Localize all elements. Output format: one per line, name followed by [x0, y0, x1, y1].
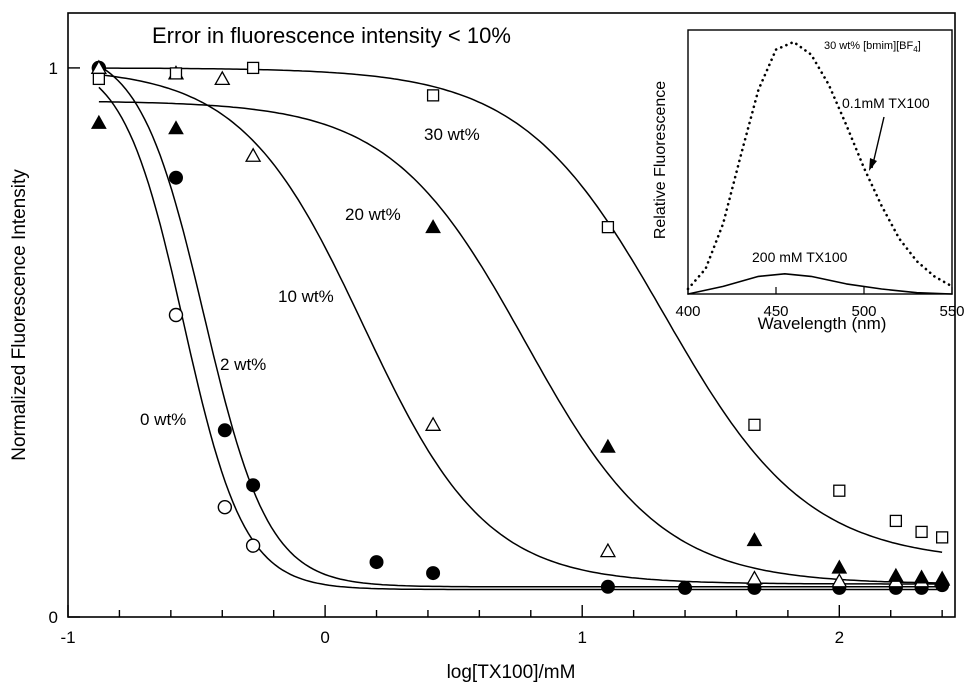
- y-tick-label: 0: [49, 608, 58, 627]
- y-axis-label: Normalized Fluorescence Intensity: [9, 169, 30, 461]
- data-point: [168, 120, 184, 135]
- data-point: [601, 220, 615, 234]
- series-label-30wt: 30 wt%: [424, 125, 480, 144]
- data-point: [746, 570, 763, 585]
- data-point: [833, 484, 846, 497]
- data-point: [245, 538, 261, 553]
- fit-curve: [98, 67, 943, 553]
- inset-x-tick-label: 450: [763, 303, 788, 320]
- inset-annotation-arrowhead: [869, 158, 877, 171]
- data-point: [934, 570, 950, 585]
- inset-curve-200mM: [687, 273, 953, 295]
- inset-curves: [686, 40, 954, 295]
- inset-label-0-1mM: 0.1mM TX100: [842, 95, 930, 111]
- data-point: [424, 416, 442, 431]
- inset-y-axis-label: Relative Fluorescence: [652, 81, 669, 239]
- data-point: [90, 114, 107, 129]
- data-point: [831, 572, 848, 588]
- inset-title-main: 30 wt% [bmim][BF: [824, 40, 914, 52]
- x-axis-label: log[TX100]/mM: [447, 662, 576, 683]
- x-tick-label: -1: [60, 628, 75, 647]
- main-axes: -1 0 1 201: [49, 59, 943, 647]
- inset-label-200mM: 200 mM TX100: [752, 249, 848, 265]
- fit-curves: [98, 64, 943, 591]
- data-point: [600, 438, 616, 453]
- data-point: [935, 531, 949, 544]
- data-point: [369, 555, 384, 570]
- main-chart: Error in fluorescence intensity < 10% No…: [9, 12, 956, 683]
- series-label-0wt: 0 wt%: [140, 410, 186, 429]
- inset-x-tick-label: 400: [675, 303, 700, 320]
- inset-axes: 400 450 500 550: [675, 287, 965, 320]
- main-chart-title: Error in fluorescence intensity < 10%: [152, 23, 511, 48]
- data-point: [245, 147, 262, 162]
- inset-plot-frame: [687, 29, 953, 295]
- series-label-20wt: 20 wt%: [345, 205, 401, 224]
- data-point: [425, 219, 441, 234]
- data-point: [246, 61, 260, 75]
- x-tick-label: 0: [320, 628, 329, 647]
- data-point: [217, 423, 232, 438]
- inset-annotation-arrow: [871, 116, 885, 169]
- data-point: [889, 514, 903, 528]
- fit-curve: [98, 64, 943, 588]
- data-point: [168, 170, 183, 185]
- fit-curve: [98, 100, 943, 584]
- data-point: [600, 579, 615, 594]
- data-point: [426, 89, 440, 102]
- inset-title-suffix: ]: [918, 40, 921, 52]
- inset-title-subscript: 4: [913, 45, 918, 54]
- fit-curve: [98, 73, 943, 585]
- data-point: [246, 478, 261, 493]
- x-tick-label: 2: [835, 628, 844, 647]
- inset-background: [684, 29, 954, 294]
- data-point: [426, 566, 441, 581]
- y-tick-label: 1: [49, 59, 58, 78]
- x-tick-label: 1: [577, 628, 586, 647]
- inset-x-tick-label: 550: [939, 303, 964, 320]
- fit-curve: [98, 86, 943, 591]
- data-point: [217, 499, 233, 515]
- data-point: [915, 525, 928, 539]
- data-point: [599, 542, 617, 558]
- series-label-10wt: 10 wt%: [278, 287, 334, 306]
- data-point: [169, 67, 183, 80]
- data-point: [888, 567, 904, 582]
- main-plot-frame: [67, 12, 956, 618]
- data-point: [92, 72, 106, 86]
- data-point: [831, 559, 848, 574]
- series-label-2wt: 2 wt%: [220, 355, 266, 374]
- data-point: [678, 580, 693, 595]
- data-point: [913, 569, 930, 584]
- inset-chart: 30 wt% [bmim][BF4] Relative Fluorescence…: [652, 29, 965, 333]
- data-point: [748, 418, 761, 431]
- inset-title: 30 wt% [bmim][BF4]: [824, 40, 921, 54]
- data-point: [746, 532, 763, 547]
- data-point: [168, 307, 184, 323]
- data-point: [214, 70, 231, 86]
- inset-x-axis-label: Wavelength (nm): [758, 314, 887, 333]
- inset-x-tick-label: 500: [851, 303, 876, 320]
- data-markers: [90, 59, 951, 595]
